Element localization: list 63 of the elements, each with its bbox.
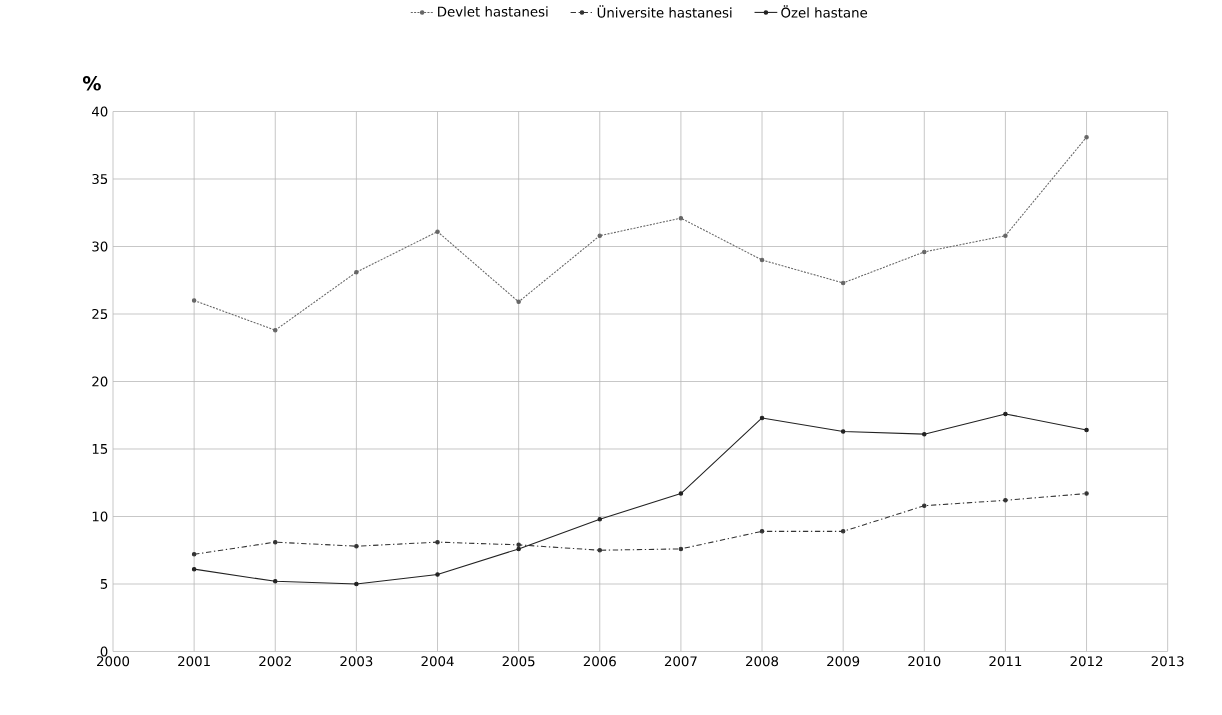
x-tick-label: 2007 [664,656,697,667]
point [191,298,197,304]
point [516,542,521,548]
y-axis-title: % [82,76,101,91]
y-tick-label: 15 [92,444,108,455]
point [759,529,765,534]
legend-label: Üniversite hastanesi [597,5,732,18]
y-tick-label: 10 [92,511,108,522]
x-tick-label: 2008 [746,656,779,667]
x-tick-label: 2000 [97,656,130,667]
x-tick-label: 2005 [502,656,535,667]
y-tick-label: 35 [92,174,108,185]
point [922,503,927,509]
x-tick-label: 2001 [178,656,210,667]
point [435,229,440,235]
legend-label: Özel hastane [781,5,868,18]
point [435,540,440,545]
point [1003,233,1008,239]
point [1003,498,1008,503]
x-tick-label: 2013 [1151,656,1184,667]
point [840,280,846,286]
point [1084,135,1089,140]
point [354,270,359,275]
point [678,216,684,221]
point [922,432,927,437]
x-tick-label: 2010 [908,656,941,667]
point [1084,428,1089,433]
point [678,491,684,497]
y-tick-label: 30 [92,241,108,252]
x-tick-label: 2002 [259,656,291,667]
x-tick-label: 2006 [583,656,616,667]
point [840,529,846,534]
y-tick-label: 20 [92,376,108,387]
point [191,552,197,557]
legend-label: Devlet hastanesi [438,6,548,17]
x-tick-label: 2011 [989,656,1022,667]
point [435,572,440,578]
point [354,544,359,549]
x-tick-label: 2009 [827,656,860,667]
point [759,415,765,421]
point [1084,491,1089,497]
point [1003,411,1008,417]
y-tick-label: 25 [92,309,108,320]
point [597,233,603,239]
point [840,429,846,434]
point [597,517,603,522]
point [354,581,359,587]
point [272,328,278,333]
point [272,579,278,584]
x-tick-label: 2003 [340,656,373,667]
point [597,548,603,553]
point [516,299,521,305]
point [191,567,197,572]
x-tick-label: 2004 [421,656,454,667]
point [922,249,927,255]
x-tick-label: 2012 [1070,656,1103,667]
point [759,257,765,263]
point [516,546,521,552]
y-tick-label: 5 [100,579,108,590]
y-tick-label: 0 [100,646,108,657]
point [678,546,684,552]
point [272,540,278,545]
y-tick-label: 40 [91,106,108,117]
